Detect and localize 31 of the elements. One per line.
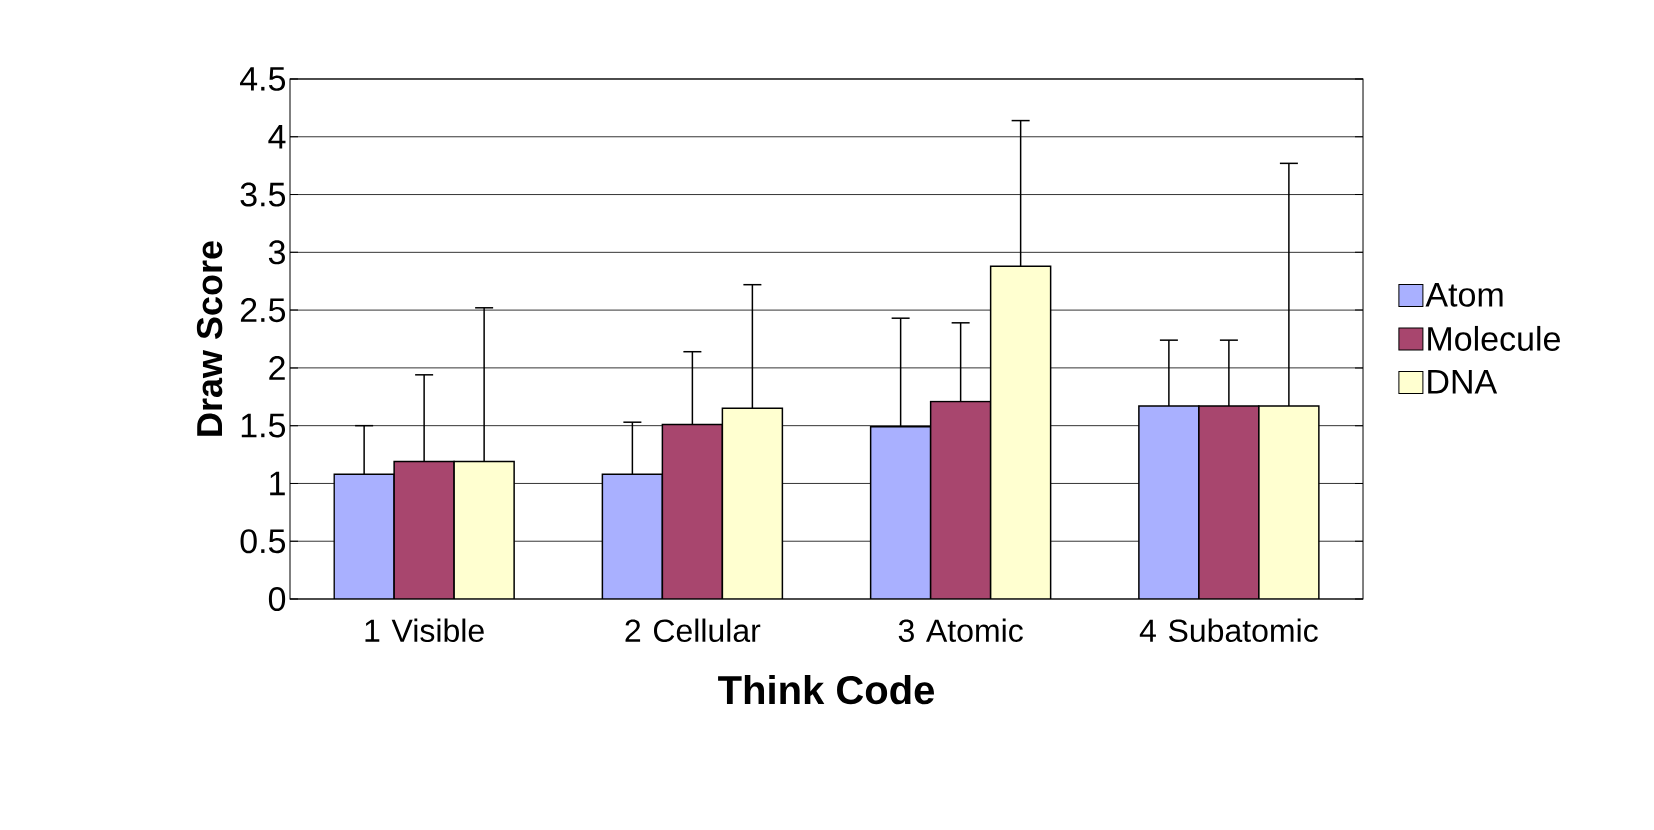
x-tick-label: 2 Cellular xyxy=(625,618,761,643)
y-tick-label: 0 xyxy=(268,586,286,612)
bar xyxy=(870,426,931,599)
bar xyxy=(930,401,991,599)
y-tick-label: 0.5 xyxy=(240,529,286,554)
y-tick-label: 2.5 xyxy=(240,298,286,323)
y-axis-title: Draw Score xyxy=(196,241,223,436)
bar xyxy=(1258,405,1320,599)
y-tick-label: 1.5 xyxy=(241,413,286,438)
y-tick-label: 1 xyxy=(270,471,285,496)
y-tick-label: 4.5 xyxy=(239,67,286,91)
x-tick-label: 4 Subatomic xyxy=(1139,618,1318,643)
bar xyxy=(393,460,455,599)
y-tick-label: 4 xyxy=(268,125,286,149)
legend-label: DNA xyxy=(1428,370,1498,394)
y-tick-label: 3 xyxy=(268,240,285,265)
bar xyxy=(333,473,395,599)
bar xyxy=(1138,405,1200,599)
bar xyxy=(990,266,1051,599)
y-tick-label: 3.5 xyxy=(240,182,286,207)
y-tick-label: 2 xyxy=(269,356,285,380)
bar xyxy=(453,460,515,599)
x-tick-label: 1 Visible xyxy=(365,618,484,643)
legend-label: Molecule xyxy=(1428,325,1560,351)
x-axis-title: Think Code xyxy=(718,674,935,705)
bar xyxy=(601,473,664,599)
bar xyxy=(721,407,784,599)
legend-label: Atom xyxy=(1425,283,1503,307)
x-tick-label: 3 Atomic xyxy=(898,618,1023,643)
bar xyxy=(661,423,724,599)
bar xyxy=(1198,405,1260,599)
